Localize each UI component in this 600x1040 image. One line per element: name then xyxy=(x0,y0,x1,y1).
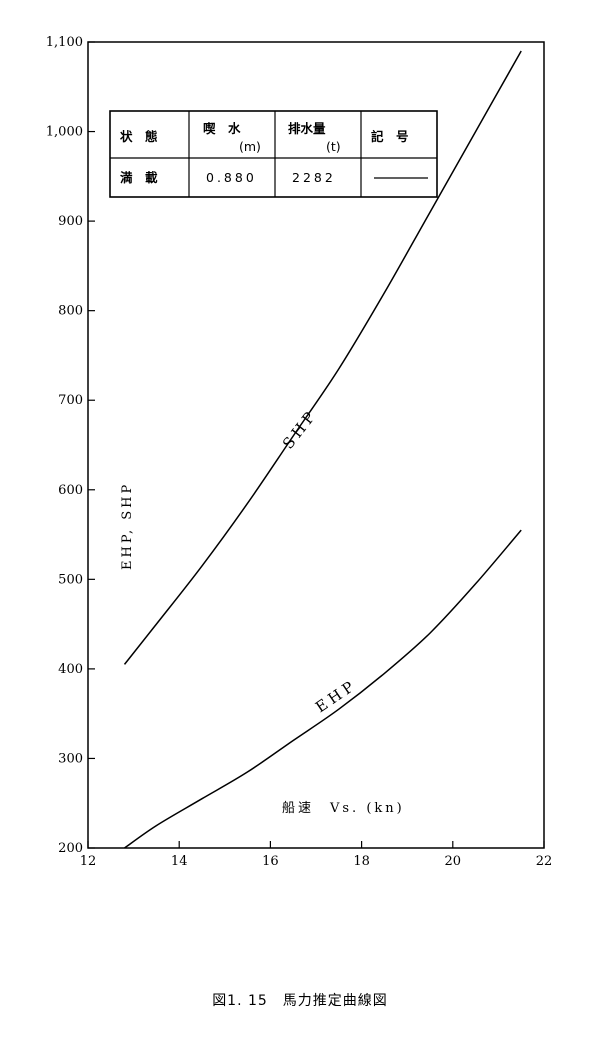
y-tick-label: 300 xyxy=(58,751,83,766)
y-tick-label: 400 xyxy=(58,662,83,677)
x-tick-label: 12 xyxy=(80,854,97,869)
y-tick-label: 900 xyxy=(58,214,83,229)
legend-cell-state: 満 載 xyxy=(120,170,158,185)
shp-curve-label: SHP xyxy=(279,406,321,453)
legend-table: 状 態 喫 水 (m) 排水量 (t) 記 号 満 載 0.880 2282 xyxy=(109,110,438,198)
legend-header-state: 状 態 xyxy=(120,129,158,144)
legend-table-border xyxy=(109,110,438,198)
legend-header-draft-unit: (m) xyxy=(239,139,261,154)
y-tick-label: 600 xyxy=(58,483,83,498)
y-axis: 200 300 400 500 600 700 800 900 1,000 1,100 xyxy=(46,35,95,856)
plot-frame xyxy=(87,41,545,849)
x-axis: 12 14 16 18 20 22 xyxy=(80,841,553,869)
y-tick-label: 1,000 xyxy=(46,125,83,140)
x-tick-label: 14 xyxy=(171,854,188,869)
series-layer xyxy=(123,50,522,849)
x-tick-label: 18 xyxy=(353,854,370,869)
legend-header-symbol: 記 号 xyxy=(371,129,409,144)
legend-cell-displacement: 2282 xyxy=(292,170,336,185)
legend-header-displacement: 排水量 xyxy=(288,121,326,136)
series-line-shp xyxy=(123,50,522,665)
legend-header-displacement-unit: (t) xyxy=(326,139,341,154)
x-tick-label: 20 xyxy=(445,854,462,869)
y-tick-label: 200 xyxy=(58,841,83,856)
y-tick-label: 1,100 xyxy=(46,35,83,50)
y-axis-title: EHP, SHP xyxy=(120,482,135,570)
legend-header-draft: 喫 水 xyxy=(203,121,241,136)
figure-caption: 図1. 15 馬力推定曲線図 xyxy=(212,993,388,1009)
legend-cell-draft: 0.880 xyxy=(206,170,257,185)
y-tick-label: 500 xyxy=(58,572,83,587)
y-tick-label: 800 xyxy=(58,304,83,319)
y-tick-label: 700 xyxy=(58,393,83,408)
series-line-ehp xyxy=(124,529,522,849)
x-tick-label: 22 xyxy=(536,854,553,869)
x-axis-title: 船速 Vs. (kn) xyxy=(282,801,405,816)
x-tick-label: 16 xyxy=(262,854,279,869)
